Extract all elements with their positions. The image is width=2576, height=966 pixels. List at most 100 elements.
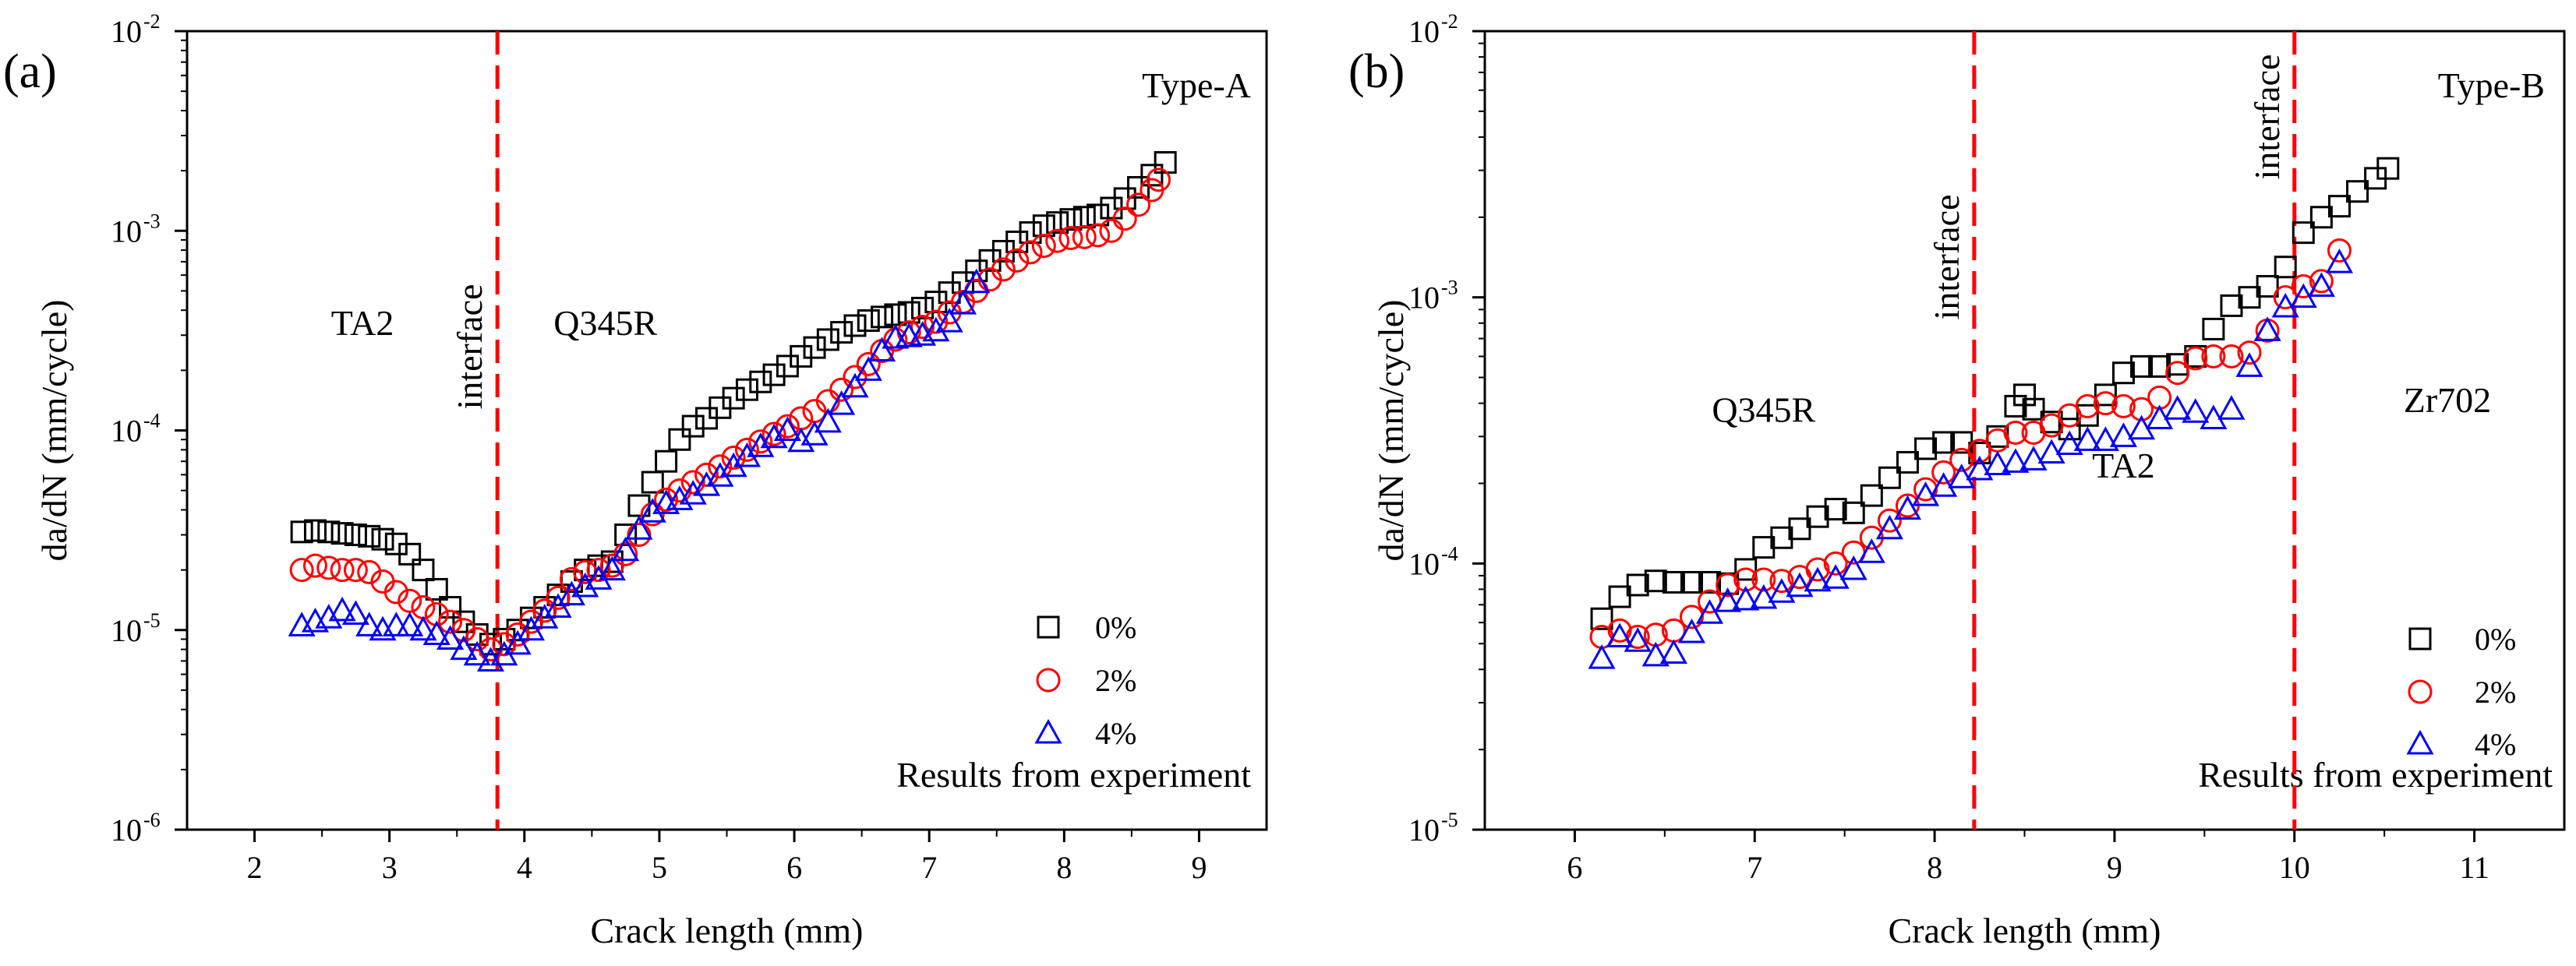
data-point [328, 596, 356, 622]
data-point [922, 316, 950, 342]
results-note: Results from experiment [2198, 755, 2553, 795]
data-point [1677, 618, 1706, 643]
y-tick-base: 10 [111, 14, 142, 49]
data-point [358, 524, 381, 548]
data-point [1608, 585, 1631, 608]
data-point [843, 314, 867, 337]
data-point [1607, 618, 1632, 643]
data-point [2111, 361, 2135, 385]
data-point [316, 555, 341, 580]
y-tick-exponent: -5 [1441, 809, 1458, 831]
data-point [625, 515, 653, 540]
data-point [829, 377, 854, 402]
legend-marker [2408, 627, 2432, 650]
data-point [2307, 272, 2335, 298]
panel-title: Type-B [2438, 65, 2545, 105]
y-tick-label: 10 [111, 613, 142, 648]
x-tick-label: 8 [1056, 850, 1072, 885]
legend-marker [1037, 615, 1060, 639]
legend-label: 2% [2475, 675, 2516, 710]
data-point [857, 309, 880, 333]
data-point [1930, 472, 1958, 497]
data-point [544, 593, 572, 619]
data-point [871, 305, 894, 329]
panel-title: Type-A [1142, 65, 1251, 105]
data-point [1714, 587, 1742, 612]
data-point [439, 596, 462, 619]
data-point [1147, 167, 1171, 192]
y-tick-exponent: -2 [143, 10, 161, 33]
data-point [747, 432, 775, 457]
data-point [2094, 383, 2117, 407]
data-point [438, 609, 463, 634]
data-point [722, 386, 745, 410]
data-point [344, 523, 367, 546]
data-point [341, 600, 369, 625]
data-point [422, 620, 451, 645]
data-point [679, 480, 707, 505]
series-0pct [290, 151, 1177, 656]
legend-marker [1034, 718, 1062, 744]
data-point [1877, 508, 1902, 533]
x-tick-label: 6 [1567, 850, 1582, 885]
legend-label: 4% [2475, 727, 2516, 762]
data-point [517, 615, 546, 641]
data-point [1732, 585, 1760, 611]
data-point [585, 565, 613, 590]
y-tick-exponent: -3 [143, 210, 161, 232]
data-point [505, 622, 530, 647]
y-tick-base: 10 [111, 613, 142, 648]
results-note: Results from experiment [896, 755, 1251, 795]
data-point [343, 558, 368, 583]
data-point [586, 558, 611, 583]
data-point [667, 478, 692, 503]
data-point [411, 595, 436, 620]
data-point [2325, 249, 2354, 273]
data-point [800, 421, 829, 446]
data-point [371, 527, 394, 551]
y-tick-exponent: -5 [143, 609, 161, 632]
legend-marker [2406, 729, 2434, 755]
data-point [1126, 192, 1151, 217]
data-point [1805, 557, 1830, 582]
data-point [396, 612, 424, 636]
data-point [1698, 570, 1722, 594]
data-point [2253, 316, 2281, 341]
data-point [2165, 361, 2190, 386]
data-point [1679, 605, 1704, 629]
data-point [803, 336, 826, 359]
y-tick-exponent: -3 [1441, 277, 1458, 299]
y-tick-label: 10 [1408, 546, 1440, 581]
data-point [315, 604, 343, 629]
data-point [2037, 439, 2065, 464]
y-tick-label: 10 [111, 813, 142, 848]
data-point [1127, 176, 1150, 199]
data-point [2237, 340, 2262, 365]
data-point [382, 612, 410, 636]
y-tick-base: 10 [1408, 280, 1440, 316]
series-0pct [1590, 157, 2400, 630]
data-point [668, 428, 691, 451]
data-point [1662, 570, 1685, 594]
data-point [949, 290, 977, 315]
data-point [1984, 450, 2012, 476]
data-point [2039, 413, 2064, 438]
data-point [1641, 641, 1670, 667]
data-point [762, 363, 786, 386]
series-4pct [288, 268, 991, 672]
data-point [1140, 164, 1164, 187]
series-2pct [289, 167, 1171, 662]
data-point [1786, 572, 1814, 598]
data-point [2202, 317, 2225, 340]
data-point [1842, 501, 1865, 524]
y-tick-label: 10 [1408, 280, 1440, 316]
data-point [2376, 157, 2400, 180]
y-tick-label: 10 [111, 14, 142, 49]
data-point [1072, 224, 1097, 249]
data-point [1750, 583, 1778, 609]
data-point [760, 423, 788, 449]
data-point [2002, 448, 2030, 473]
region-label: TA2 [331, 303, 394, 343]
data-point [1058, 226, 1083, 251]
data-point [1896, 450, 1919, 474]
